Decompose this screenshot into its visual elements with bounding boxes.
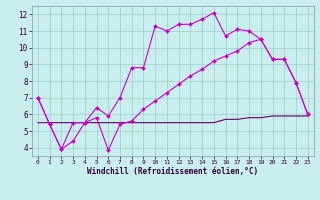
- X-axis label: Windchill (Refroidissement éolien,°C): Windchill (Refroidissement éolien,°C): [87, 167, 258, 176]
